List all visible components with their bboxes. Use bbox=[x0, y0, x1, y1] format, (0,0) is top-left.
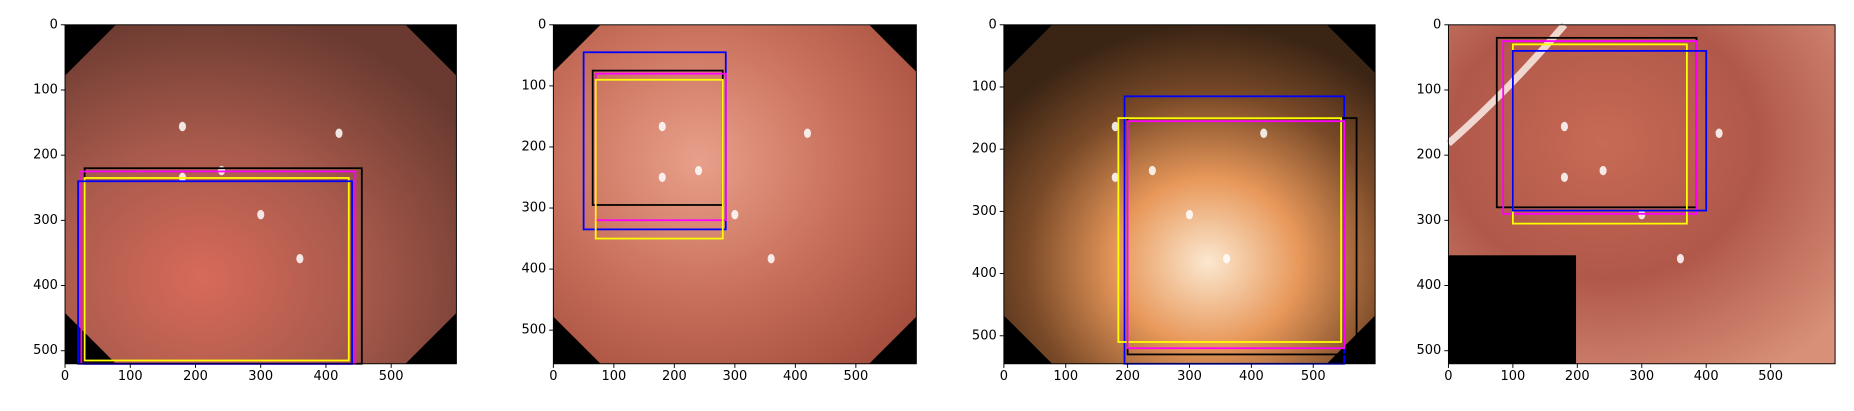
image-highlight bbox=[1185, 209, 1194, 220]
image-corner bbox=[1003, 24, 1053, 74]
image-corner bbox=[869, 24, 917, 72]
image bbox=[65, 24, 457, 364]
y-tick-label: 0 bbox=[988, 17, 996, 32]
image-highlight bbox=[767, 253, 775, 264]
y-tick-label: 200 bbox=[521, 139, 546, 154]
image-highlight bbox=[658, 172, 666, 183]
x-tick-label: 400 bbox=[1694, 369, 1719, 384]
y-tick-label: 500 bbox=[33, 343, 58, 358]
image-highlight bbox=[658, 121, 666, 132]
x-tick-label: 300 bbox=[722, 369, 747, 384]
x-tick-label: 100 bbox=[1053, 369, 1078, 384]
image-highlight bbox=[1676, 253, 1684, 264]
x-tick-label: 0 bbox=[1000, 369, 1008, 384]
image-highlight bbox=[803, 128, 812, 138]
x-tick-label: 200 bbox=[1565, 369, 1590, 384]
y-tick-label: 400 bbox=[33, 278, 58, 293]
image-edge bbox=[1446, 22, 1568, 147]
x-tick-label: 500 bbox=[1758, 369, 1783, 384]
panel: 0 100 200 300 400 500 0 100 200 300 400 500 bbox=[521, 17, 917, 384]
image-corner bbox=[1448, 255, 1577, 364]
x-tick-label: 500 bbox=[379, 369, 404, 384]
y-tick-label: 500 bbox=[521, 323, 546, 338]
y-tick-label: 100 bbox=[972, 79, 997, 94]
image-highlight bbox=[1560, 121, 1568, 132]
y-tick-label: 500 bbox=[1417, 343, 1442, 358]
x-tick-label: 100 bbox=[1500, 369, 1525, 384]
y-tick-label: 100 bbox=[1417, 82, 1442, 97]
bounding-box bbox=[1117, 117, 1342, 343]
image-corner bbox=[1326, 315, 1376, 364]
x-tick-label: 200 bbox=[1115, 369, 1140, 384]
image-highlight bbox=[335, 128, 343, 138]
y-tick-label: 400 bbox=[521, 262, 546, 277]
x-tick-label: 500 bbox=[843, 369, 868, 384]
image-highlight bbox=[257, 209, 265, 220]
x-tick-label: 400 bbox=[314, 369, 339, 384]
image-highlight bbox=[1599, 165, 1607, 176]
image-corner bbox=[1326, 24, 1376, 74]
y-tick-label: 200 bbox=[1417, 148, 1442, 163]
y-tick-label: 100 bbox=[33, 82, 58, 97]
y-tick-label: 500 bbox=[972, 328, 997, 343]
image-highlight bbox=[1715, 128, 1723, 138]
y-tick-label: 200 bbox=[33, 148, 58, 163]
image-highlight bbox=[1111, 121, 1119, 132]
y-tick-label: 200 bbox=[972, 142, 997, 157]
image bbox=[553, 24, 917, 364]
image bbox=[1003, 24, 1376, 364]
image-highlight bbox=[1260, 128, 1268, 138]
y-tick-label: 300 bbox=[521, 201, 546, 216]
x-tick-label: 0 bbox=[61, 369, 69, 384]
bounding-box bbox=[1126, 120, 1346, 350]
x-tick-label: 300 bbox=[1629, 369, 1654, 384]
image-highlight bbox=[1223, 253, 1231, 264]
image-corner bbox=[1003, 315, 1053, 364]
y-tick-label: 300 bbox=[33, 213, 58, 228]
image-highlight bbox=[731, 209, 739, 220]
x-tick-label: 100 bbox=[601, 369, 626, 384]
y-tick-label: 400 bbox=[1417, 278, 1442, 293]
y-tick-label: 0 bbox=[50, 17, 58, 32]
image-highlight bbox=[1111, 172, 1119, 183]
image-highlight bbox=[178, 121, 186, 132]
bounding-box bbox=[1502, 40, 1698, 215]
image-highlight bbox=[695, 165, 703, 176]
x-tick-label: 300 bbox=[1177, 369, 1202, 384]
y-tick-label: 300 bbox=[1417, 213, 1442, 228]
y-tick-label: 0 bbox=[538, 17, 546, 32]
image-highlight bbox=[1560, 172, 1568, 183]
x-tick-label: 0 bbox=[549, 369, 557, 384]
y-tick-label: 0 bbox=[1433, 17, 1441, 32]
x-tick-label: 200 bbox=[183, 369, 208, 384]
bounding-box bbox=[1511, 49, 1708, 212]
x-tick-label: 400 bbox=[783, 369, 808, 384]
y-tick-label: 100 bbox=[521, 78, 546, 93]
image-highlight bbox=[218, 165, 226, 176]
image-highlight bbox=[296, 253, 304, 264]
x-tick-label: 500 bbox=[1301, 369, 1326, 384]
x-tick-label: 0 bbox=[1444, 369, 1452, 384]
y-tick-label: 300 bbox=[972, 204, 997, 219]
y-tick-label: 400 bbox=[972, 266, 997, 281]
panel: 0 100 200 300 400 500 0 100 200 300 400 500 bbox=[972, 17, 1376, 384]
bounding-box bbox=[594, 78, 724, 240]
x-tick-label: 100 bbox=[118, 369, 143, 384]
x-tick-label: 200 bbox=[662, 369, 687, 384]
image-corner bbox=[65, 24, 116, 76]
image-highlight bbox=[1148, 165, 1156, 176]
bounding-box bbox=[83, 177, 350, 362]
x-tick-label: 300 bbox=[248, 369, 273, 384]
x-tick-label: 400 bbox=[1239, 369, 1264, 384]
